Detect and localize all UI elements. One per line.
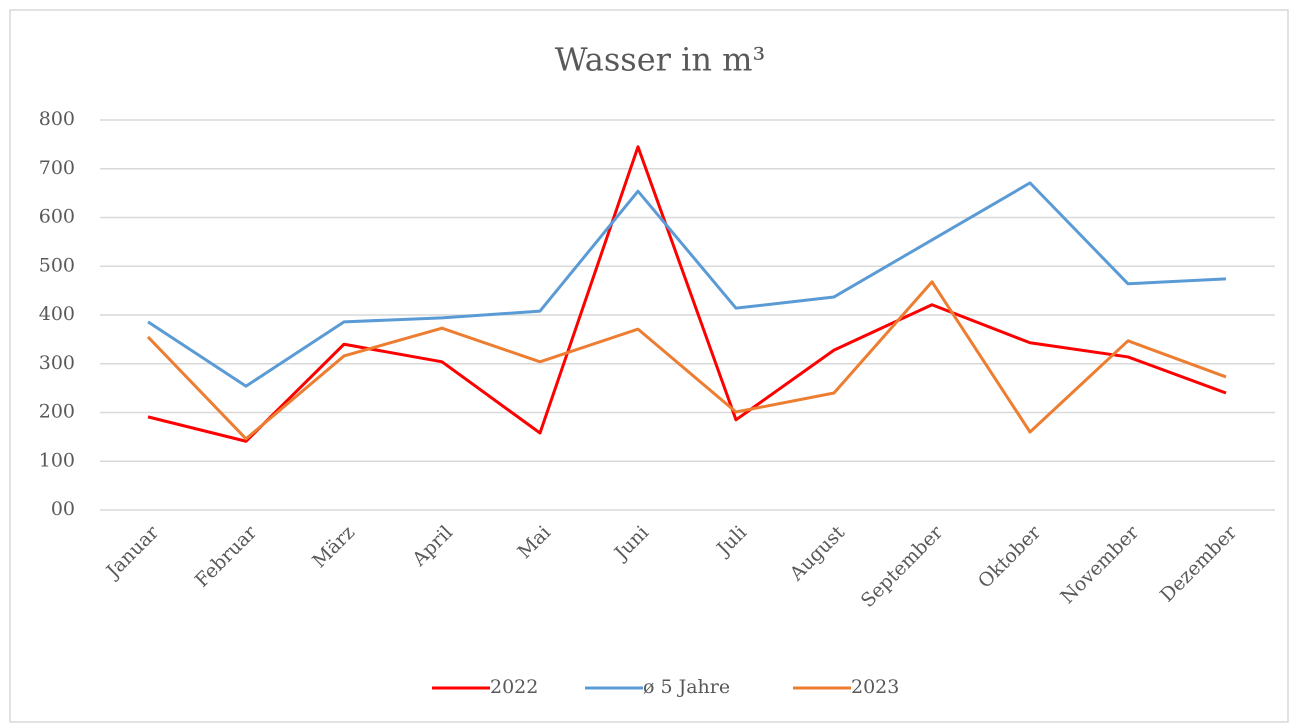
- data-line: [147, 145, 1227, 443]
- y-tick-label: 800: [39, 108, 75, 130]
- y-tick-label: 700: [39, 157, 75, 179]
- legend-label: ø 5 Jahre: [643, 676, 730, 698]
- y-tick-label: 00: [51, 498, 75, 520]
- data-line: [146, 280, 1227, 441]
- y-tick-label: 100: [39, 449, 75, 471]
- y-tick-label: 300: [39, 352, 75, 374]
- y-tick-label: 400: [39, 303, 75, 325]
- y-tick-label: 200: [39, 401, 75, 423]
- chart-frame: [9, 9, 1289, 723]
- y-tick-label: 500: [39, 254, 75, 276]
- y-tick-label: 600: [39, 206, 75, 228]
- data-line: [147, 181, 1227, 388]
- legend-label: 2023: [851, 676, 899, 698]
- chart-title: Wasser in m³: [555, 41, 766, 79]
- legend-label: 2022: [490, 676, 538, 698]
